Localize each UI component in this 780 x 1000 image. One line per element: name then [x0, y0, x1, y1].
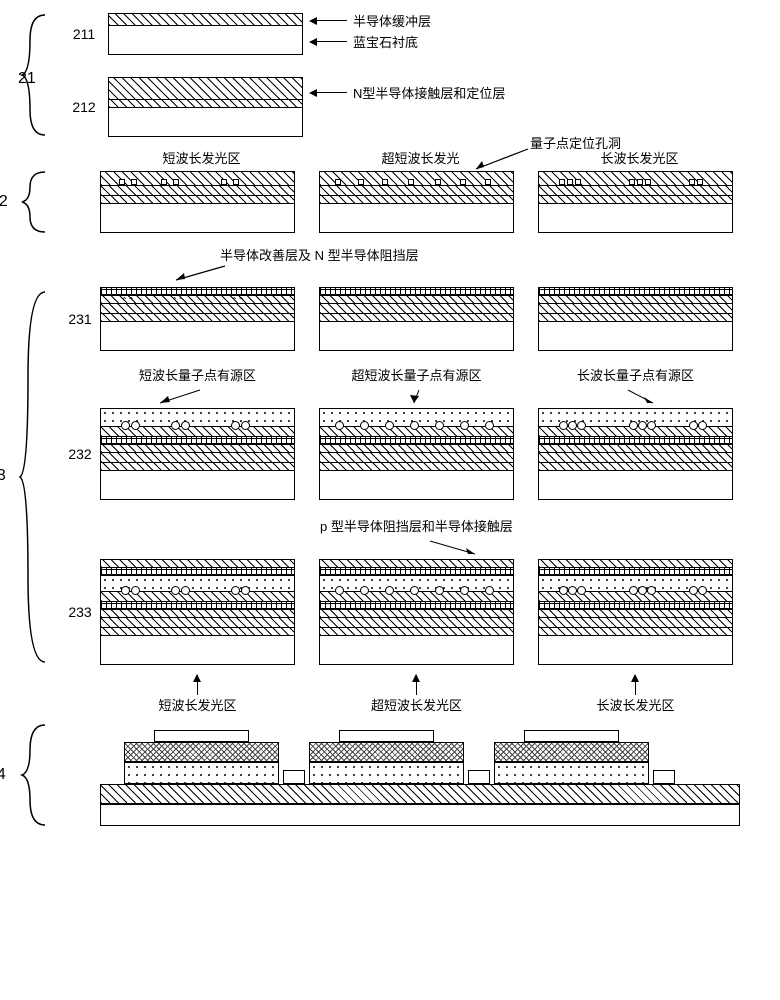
substrate-label: 蓝宝石衬底	[353, 32, 418, 51]
block-231-c	[538, 287, 733, 351]
p-barrier-label: p 型半导体阻挡层和半导体接触层	[320, 516, 770, 535]
step-212-label: 212	[72, 99, 95, 115]
block-233-a	[100, 559, 295, 665]
block-232-b	[319, 408, 514, 500]
step-21-label: 21	[18, 70, 36, 88]
step-23-label: 23	[0, 467, 6, 485]
block-233-b	[319, 559, 514, 665]
ushort-emit-bottom: 超短波长发光区	[371, 695, 462, 714]
step-233-label: 233	[68, 604, 91, 620]
step-22-label: 22	[0, 193, 8, 211]
buffer-label: 半导体缓冲层	[353, 11, 431, 30]
block-232-c	[538, 408, 733, 500]
step-24-label: 24	[0, 766, 6, 784]
short-qd-label: 短波长量子点有源区	[100, 365, 295, 384]
step-232-label: 232	[68, 446, 91, 462]
block-231-a: ⌃⌃⌃⌃⌃⌃	[100, 287, 295, 351]
region-short-label: 短波长发光区	[104, 148, 299, 167]
step-211-label: 211	[73, 26, 95, 42]
ncontact-label: N型半导体接触层和定位层	[353, 83, 505, 102]
short-emit-bottom: 短波长发光区	[158, 695, 236, 714]
block-231-b	[319, 287, 514, 351]
long-qd-label: 长波长量子点有源区	[538, 365, 733, 384]
step-24-assembly	[100, 724, 770, 826]
step-22-blocks	[100, 171, 733, 233]
step-231-label: 231	[68, 311, 91, 327]
ushort-qd-label: 超短波长量子点有源区	[319, 365, 514, 384]
improve-barrier-label: 半导体改善层及 N 型半导体阻挡层	[220, 245, 770, 264]
block-233-c	[538, 559, 733, 665]
block-212	[108, 77, 303, 137]
block-232-a	[100, 408, 295, 500]
block-211	[108, 13, 303, 55]
long-emit-bottom: 长波长发光区	[596, 695, 674, 714]
